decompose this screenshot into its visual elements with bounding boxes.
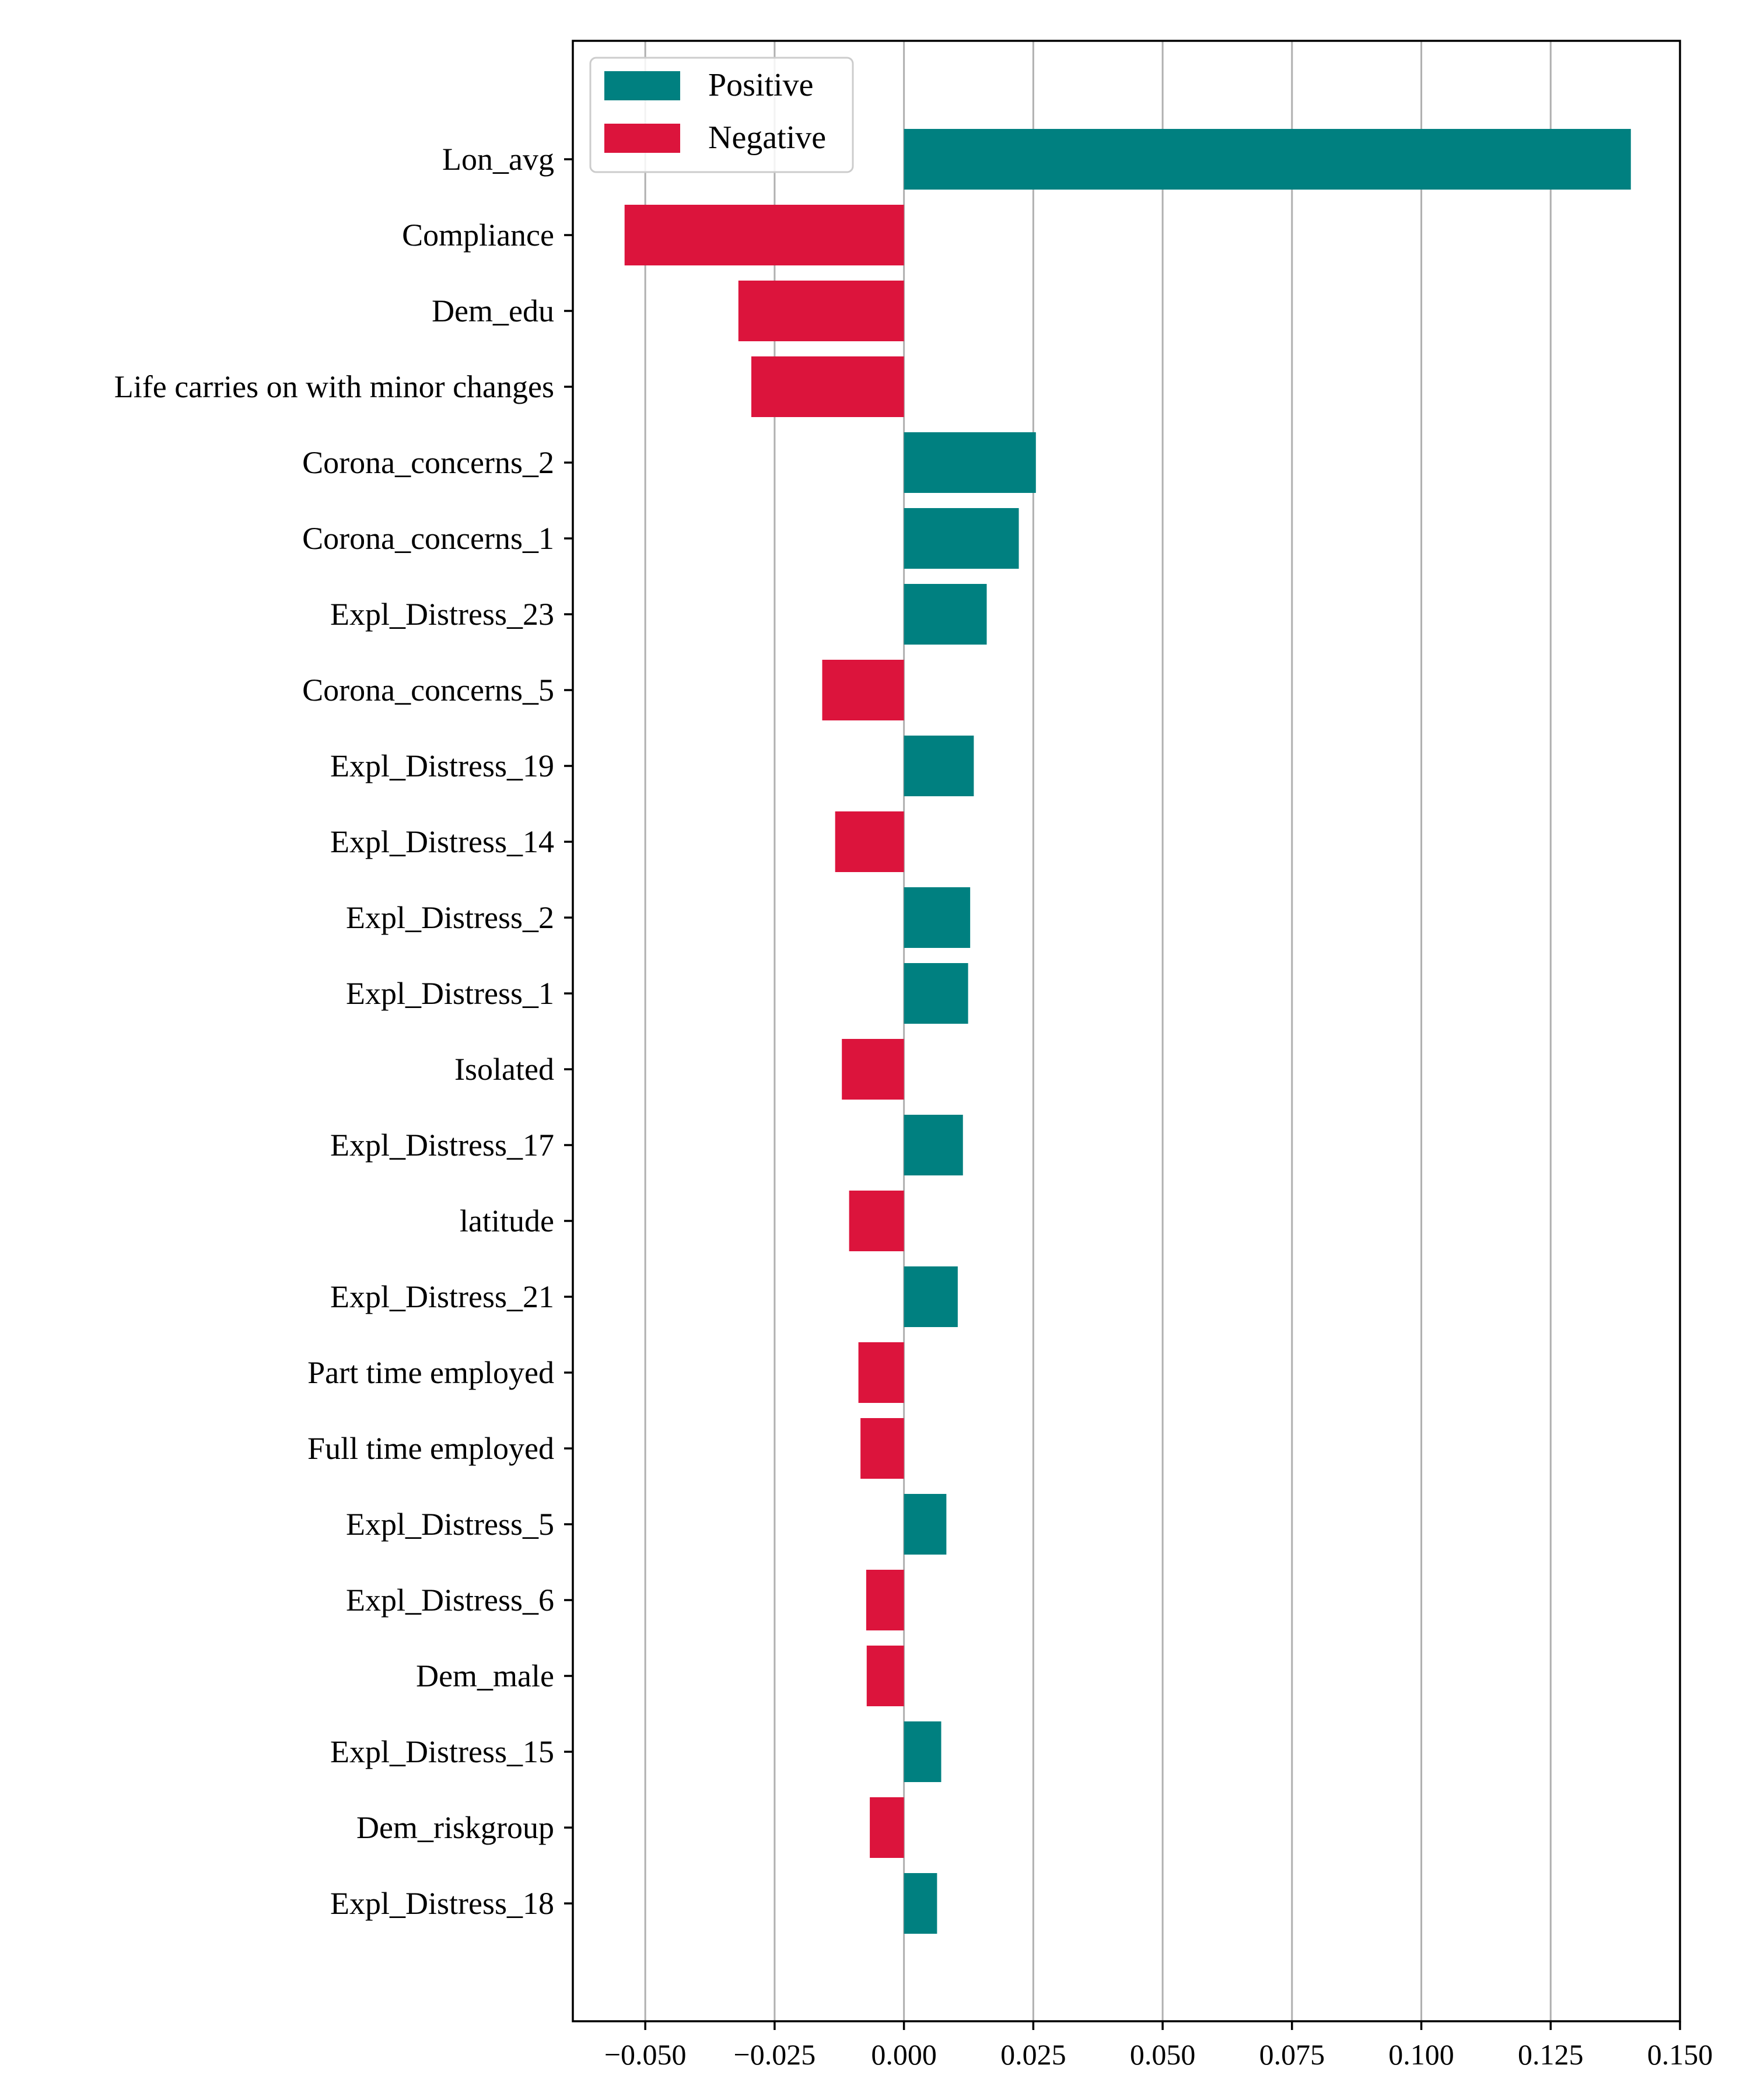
bar-expl-distress-18	[904, 1873, 937, 1934]
bar-expl-distress-1	[904, 963, 968, 1024]
y-category-label: latitude	[460, 1203, 554, 1238]
x-tick-label: 0.150	[1647, 2038, 1713, 2071]
y-category-label: Expl_Distress_6	[346, 1583, 554, 1618]
bar-expl-distress-19	[904, 736, 974, 796]
bar-expl-distress-2	[904, 887, 971, 948]
y-category-label: Corona_concerns_5	[302, 673, 554, 708]
y-category-label: Dem_male	[416, 1658, 554, 1693]
y-category-label: Expl_Distress_5	[346, 1507, 554, 1542]
y-category-label: Life carries on with minor changes	[114, 369, 554, 404]
y-axis: Lon_avg Compliance Dem_edu Life carries on …	[114, 142, 573, 1921]
bar-corona-concerns-2	[904, 432, 1036, 493]
bars	[624, 129, 1631, 1934]
legend-label-negative: Negative	[708, 120, 826, 156]
y-category-label: Lon_avg	[442, 142, 554, 177]
x-tick-label: −0.025	[734, 2038, 816, 2071]
x-axis: −0.050 −0.025 0.000 0.025 0.050 0.075 0.100 0.1…	[604, 2021, 1713, 2071]
bar-lon-avg	[904, 129, 1631, 190]
bar-expl-distress-21	[904, 1266, 958, 1327]
y-category-label: Dem_edu	[432, 293, 554, 328]
y-category-label: Corona_concerns_1	[302, 521, 554, 556]
x-tick-label: 0.125	[1518, 2038, 1584, 2071]
bar-expl-distress-23	[904, 584, 987, 645]
x-tick-label: 0.100	[1388, 2038, 1454, 2071]
x-tick-label: 0.025	[1000, 2038, 1066, 2071]
bar-dem-edu	[738, 281, 904, 341]
bar-corona-concerns-1	[904, 508, 1019, 569]
legend: Positive Negative	[589, 57, 854, 173]
y-category-label: Expl_Distress_19	[330, 748, 554, 783]
x-tick-label: 0.075	[1259, 2038, 1325, 2071]
y-category-label: Expl_Distress_2	[346, 900, 554, 935]
bar-expl-distress-17	[904, 1115, 963, 1175]
bar-life-carries-on-with-minor-changes	[751, 356, 904, 417]
y-category-label: Expl_Distress_1	[346, 976, 554, 1011]
y-category-label: Expl_Distress_18	[330, 1886, 554, 1921]
bar-latitude	[849, 1191, 904, 1251]
y-category-label: Dem_riskgroup	[356, 1810, 554, 1845]
bar-part-time-employed	[858, 1342, 904, 1403]
y-category-label: Expl_Distress_21	[330, 1279, 554, 1314]
plot-frame	[572, 40, 1681, 2022]
bar-full-time-employed	[860, 1418, 904, 1479]
bar-expl-distress-14	[835, 811, 904, 872]
bar-expl-distress-6	[866, 1570, 904, 1630]
legend-label-positive: Positive	[708, 67, 813, 103]
bar-expl-distress-15	[904, 1721, 942, 1782]
bar-compliance	[624, 205, 904, 265]
y-category-label: Corona_concerns_2	[302, 445, 554, 480]
bar-expl-distress-5	[904, 1494, 947, 1555]
y-category-label: Isolated	[454, 1052, 554, 1087]
x-tick-label: 0.050	[1130, 2038, 1196, 2071]
bar-dem-riskgroup	[870, 1797, 904, 1858]
legend-swatch-negative	[604, 124, 680, 153]
legend-swatch-positive	[604, 71, 680, 100]
x-tick-label: 0.000	[871, 2038, 937, 2071]
bar-dem-male	[866, 1646, 904, 1706]
y-category-label: Expl_Distress_17	[330, 1128, 554, 1163]
y-category-label: Expl_Distress_15	[330, 1734, 554, 1769]
y-category-label: Expl_Distress_23	[330, 597, 554, 632]
y-category-label: Part time employed	[307, 1355, 554, 1390]
y-category-label: Expl_Distress_14	[330, 824, 554, 859]
y-category-label: Compliance	[402, 218, 554, 253]
y-category-label: Full time employed	[307, 1431, 554, 1466]
bar-isolated	[842, 1039, 904, 1100]
x-tick-label: −0.050	[604, 2038, 687, 2071]
bar-corona-concerns-5	[822, 660, 904, 720]
